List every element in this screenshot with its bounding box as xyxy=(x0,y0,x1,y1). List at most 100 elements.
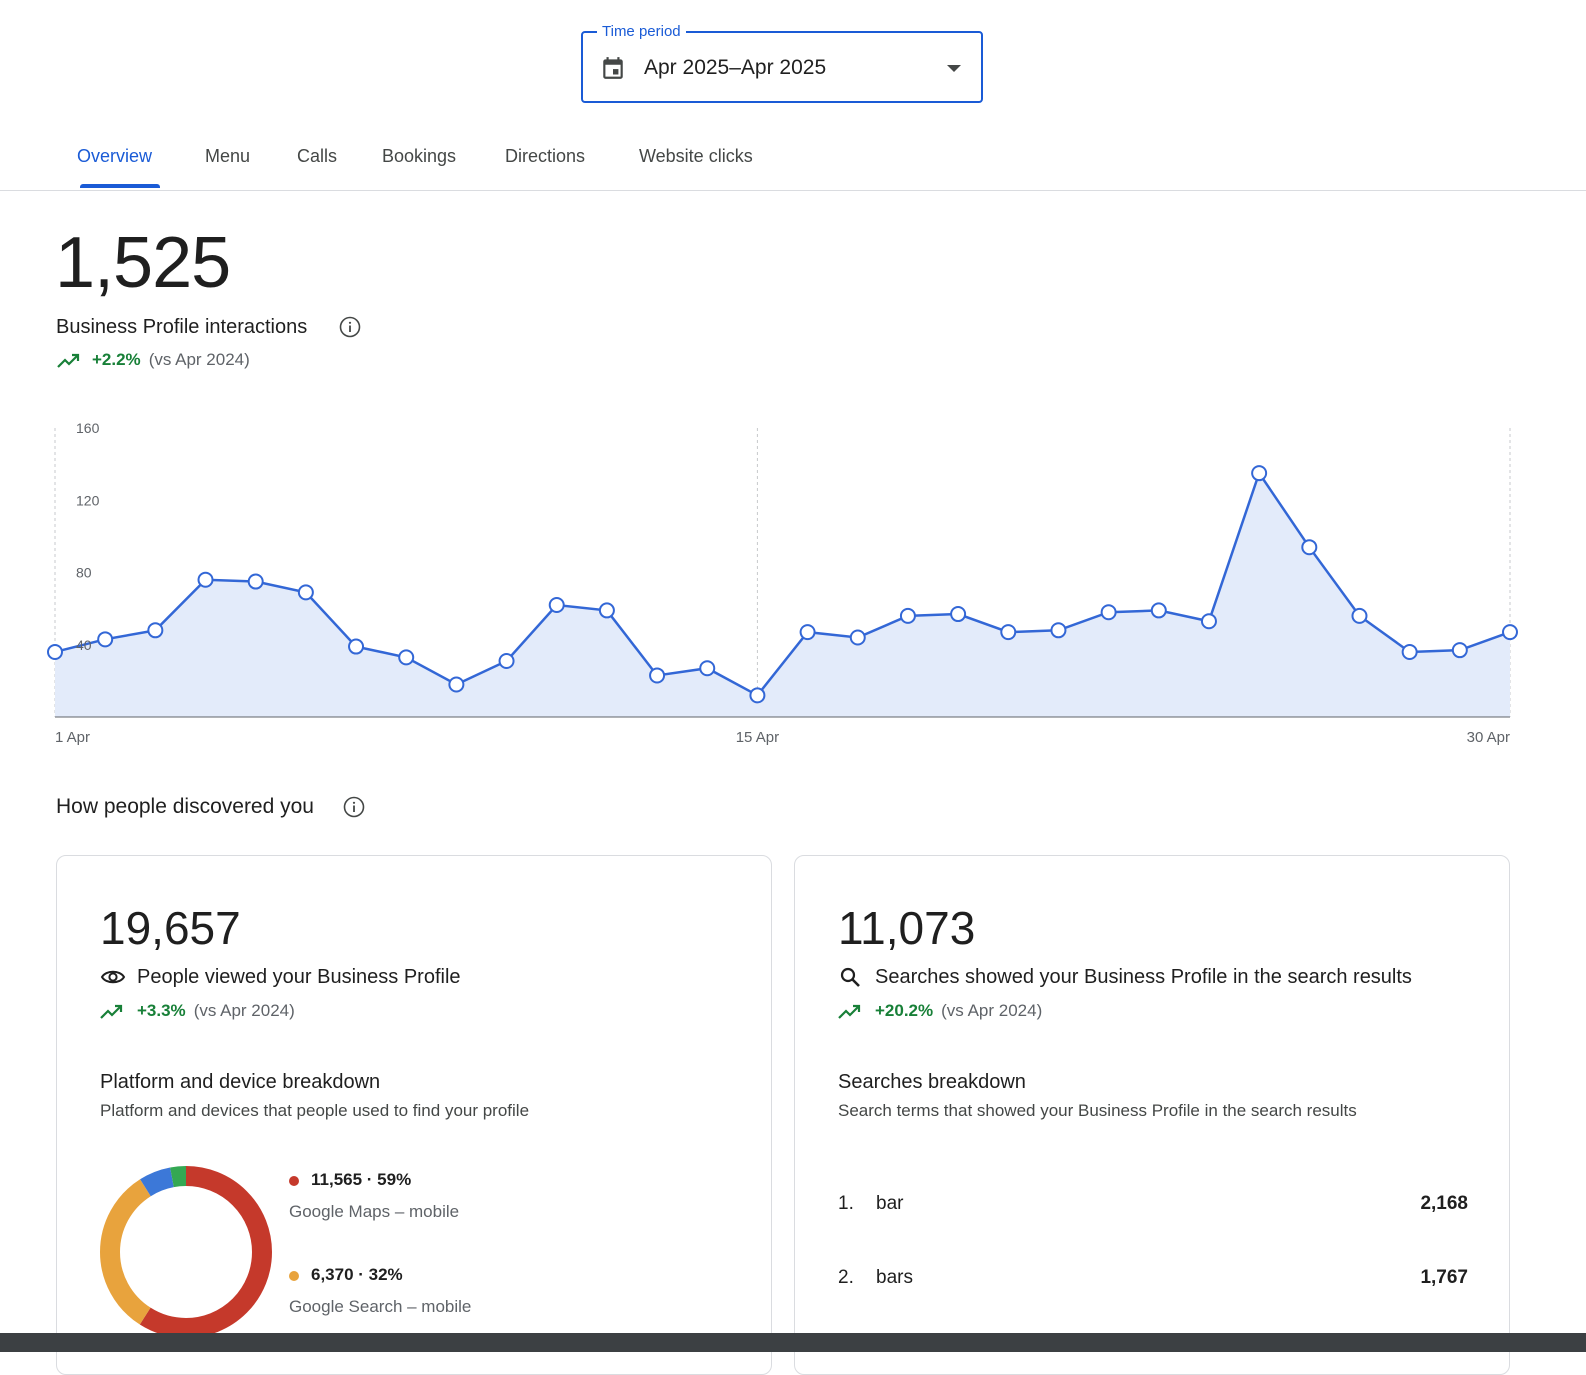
chart-area-fill xyxy=(55,473,1510,717)
views-card: 19,657 People viewed your Business Profi… xyxy=(56,855,772,1375)
donut-segment xyxy=(100,1166,272,1338)
legend-value: 6,370 · 32% xyxy=(311,1265,403,1284)
chart-point xyxy=(1251,465,1268,482)
legend-dot xyxy=(289,1271,299,1281)
search-rank: 1. xyxy=(838,1193,854,1214)
discovery-title: How people discovered you xyxy=(56,795,314,818)
eye-icon xyxy=(100,970,126,984)
trending-up-icon xyxy=(100,1004,123,1019)
time-period-select[interactable]: Time period Apr 2025–Apr 2025 xyxy=(581,22,983,103)
chevron-down-icon xyxy=(947,65,961,72)
tab-menu[interactable]: Menu xyxy=(205,146,251,166)
trending-up-icon xyxy=(838,1004,861,1019)
y-tick-label: 120 xyxy=(76,492,100,508)
interactions-change-pct: +2.2% xyxy=(92,350,141,369)
time-period-value: Apr 2025–Apr 2025 xyxy=(644,56,827,79)
chart-point xyxy=(1150,602,1167,619)
views-comparison: (vs Apr 2024) xyxy=(193,1001,295,1020)
legend-value: 11,565 · 59% xyxy=(311,1170,412,1189)
chart-point xyxy=(598,602,615,619)
search-term-row[interactable]: 2. bars 1,767 xyxy=(838,1263,1468,1293)
views-change-pct: +3.3% xyxy=(137,1001,186,1020)
chart-point xyxy=(498,653,515,670)
tab-bookings[interactable]: Bookings xyxy=(382,146,457,166)
searches-comparison: (vs Apr 2024) xyxy=(941,1001,1043,1020)
interactions-label: Business Profile interactions xyxy=(56,316,308,338)
legend-label: Google Maps – mobile xyxy=(289,1202,460,1221)
search-term: bar xyxy=(876,1193,904,1214)
searches-breakdown-description: Search terms that showed your Business P… xyxy=(838,1101,1357,1120)
views-label: People viewed your Business Profile xyxy=(137,966,461,988)
chart-point xyxy=(649,667,666,684)
chart-point xyxy=(1301,539,1318,556)
interactions-comparison: (vs Apr 2024) xyxy=(148,350,250,369)
searches-breakdown-title: Searches breakdown xyxy=(838,1071,1026,1093)
bottom-status-bar xyxy=(0,1333,1586,1352)
platform-donut-chart xyxy=(100,1166,272,1338)
time-period-legend: Time period xyxy=(597,22,686,42)
chart-point xyxy=(1401,643,1418,660)
tab-overview[interactable]: Overview xyxy=(77,146,153,166)
chart-point xyxy=(699,660,716,677)
search-term: bars xyxy=(876,1267,913,1288)
interactions-chart: 40 80 120 160 1 Apr 15 Apr 30 Apr xyxy=(47,420,1518,746)
chart-point xyxy=(1451,642,1468,659)
chart-point xyxy=(799,624,816,641)
chart-point xyxy=(899,607,916,624)
chart-point xyxy=(197,571,214,588)
chart-point xyxy=(548,597,565,614)
chart-series-line xyxy=(54,470,1511,697)
info-icon[interactable] xyxy=(339,316,361,338)
search-count: 2,168 xyxy=(1420,1193,1468,1214)
views-change: +3.3% (vs Apr 2024) xyxy=(137,1000,295,1022)
y-tick-label: 80 xyxy=(76,565,92,581)
searches-card: 11,073 Searches showed your Business Pro… xyxy=(794,855,1510,1375)
searches-label: Searches showed your Business Profile in… xyxy=(875,966,1412,988)
x-tick-label: 1 Apr xyxy=(55,729,90,746)
chart-point xyxy=(1351,607,1368,624)
chart-point xyxy=(950,606,967,623)
search-rank: 2. xyxy=(838,1267,854,1288)
calendar-icon xyxy=(603,57,623,79)
active-tab-indicator xyxy=(80,184,160,188)
chart-point xyxy=(398,649,415,666)
platform-breakdown-title: Platform and device breakdown xyxy=(100,1071,381,1093)
chart-point xyxy=(1050,622,1067,639)
chart-point xyxy=(348,638,365,655)
chart-point xyxy=(147,622,164,639)
chart-point xyxy=(97,631,114,648)
chart-point xyxy=(448,676,465,693)
chart-point xyxy=(47,643,63,660)
x-tick-label: 15 Apr xyxy=(736,729,779,746)
chart-point xyxy=(1100,604,1117,621)
chart-point xyxy=(1502,624,1518,641)
search-count: 1,767 xyxy=(1420,1267,1468,1288)
interactions-change: +2.2% (vs Apr 2024) xyxy=(92,349,250,371)
chart-point xyxy=(297,584,314,601)
legend-dot xyxy=(289,1176,299,1186)
search-icon xyxy=(840,967,860,987)
chart-point xyxy=(749,687,766,704)
chart-point xyxy=(849,629,866,646)
donut-segment xyxy=(100,1166,272,1338)
y-tick-label: 160 xyxy=(76,420,100,436)
chart-point xyxy=(247,573,264,590)
x-tick-label: 30 Apr xyxy=(1467,729,1510,746)
chart-point xyxy=(1200,613,1217,630)
y-tick-label: 40 xyxy=(76,637,92,653)
searches-total: 11,073 xyxy=(838,902,976,954)
chart-point xyxy=(1000,624,1017,641)
tab-directions[interactable]: Directions xyxy=(505,146,586,166)
interactions-total: 1,525 xyxy=(55,223,231,303)
tab-website-clicks[interactable]: Website clicks xyxy=(639,146,753,166)
search-term-row[interactable]: 1. bar 2,168 xyxy=(838,1189,1468,1219)
tab-bar: Overview Menu Calls Bookings Directions … xyxy=(0,130,1586,191)
searches-change-pct: +20.2% xyxy=(875,1001,934,1020)
trending-up-icon xyxy=(57,353,80,368)
info-icon[interactable] xyxy=(343,796,365,818)
legend-label: Google Search – mobile xyxy=(289,1297,472,1316)
searches-change: +20.2% (vs Apr 2024) xyxy=(875,1000,1042,1022)
platform-breakdown-description: Platform and devices that people used to… xyxy=(100,1101,530,1120)
views-total: 19,657 xyxy=(100,902,241,954)
tab-calls[interactable]: Calls xyxy=(297,146,338,166)
